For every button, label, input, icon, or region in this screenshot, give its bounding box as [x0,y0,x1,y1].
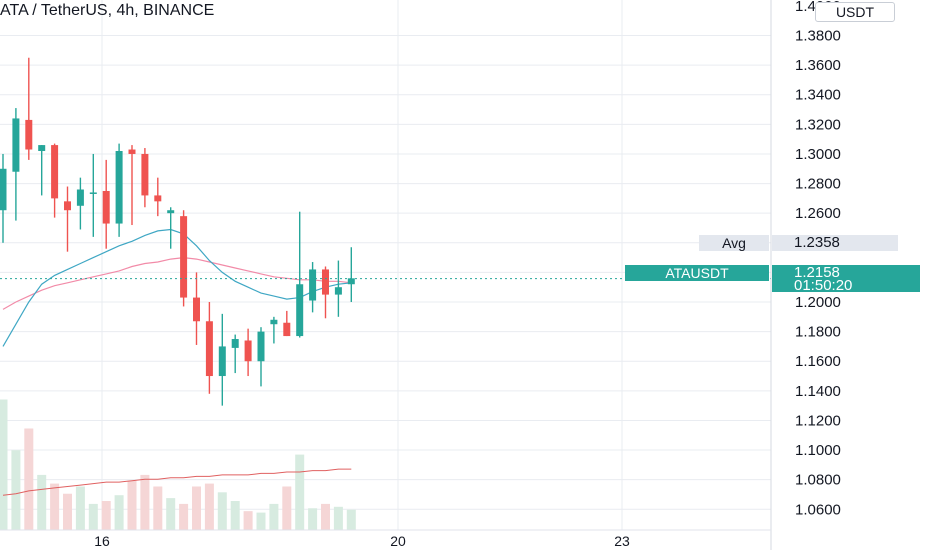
candle-body [89,192,97,194]
candle-body [283,322,291,337]
candle-body [231,339,239,348]
time-axis[interactable]: 16 20 23 [0,529,771,549]
price-tick-label: 1.0800 [795,472,841,489]
candle-body [76,189,84,206]
candle-body [64,201,71,211]
candle-body [51,145,59,199]
price-tick-label: 1.2000 [795,294,841,311]
price-tick-label: 1.2800 [795,176,841,193]
candle-body [322,269,329,295]
volume-bar [243,511,253,530]
candle-body [115,151,123,224]
candle-body [154,195,162,202]
candle-body [296,284,304,337]
candle-body [102,190,110,224]
candle-body [257,331,265,362]
price-tick-label: 1.1400 [795,383,841,400]
candle-body [180,216,188,298]
candle-body [218,346,226,377]
price-axis[interactable]: 1.0600 1.0800 1.1000 1.1200 1.1400 1.1600 1.18… [795,0,841,518]
time-tick-label: 20 [390,533,406,549]
candle-body [270,319,278,325]
volume-bar [321,503,330,530]
time-tick-label: 16 [94,533,110,549]
volume-bar [204,483,214,530]
price-tick-label: 1.3200 [795,116,841,133]
ma-slow-line [2,256,352,310]
price-tick-label: 1.3600 [795,57,841,74]
volume-ma-line [2,468,352,496]
candle-body [347,278,355,285]
candle-body [38,145,46,152]
volume-bar [269,503,279,530]
volume-bar [153,486,163,530]
avg-label: Avg [699,235,769,251]
volume-bar [256,512,266,530]
volume-bar [88,503,98,530]
volume-bar [114,495,124,530]
ma-fast-line [2,228,352,347]
volume-bars [0,399,356,530]
time-tick-label: 23 [614,533,630,549]
candle-body [25,119,33,150]
price-tick-label: 1.3800 [795,28,841,45]
candle-body [244,340,252,362]
volume-bar [179,503,189,530]
candle-body [309,269,317,301]
candle-body [205,321,213,377]
volume-bar [295,454,305,530]
volume-bar [101,501,111,530]
price-tick-label: 1.1800 [795,324,841,341]
last-price-symbol: ATAUSDT [625,265,769,281]
candle-body [0,168,7,211]
volume-bar [63,493,72,530]
chart-grid [0,0,771,530]
volume-bar [333,506,343,530]
volume-bar [11,450,21,530]
volume-bar [140,474,150,530]
volume-bar [127,480,137,530]
last-price-badge: 1.2158 01:50:20 [772,264,920,294]
volume-bar [217,492,227,530]
candlesticks [0,57,355,406]
volume-bar [75,486,85,530]
volume-bar [346,509,356,530]
price-tick-label: 1.0600 [795,501,841,518]
candle-body [12,118,20,172]
price-tick-label: 1.2600 [795,205,841,222]
volume-bar [166,498,176,530]
volume-bar [37,474,47,530]
volume-bar [24,428,34,530]
avg-value: 1.2358 [772,235,898,251]
chart-title: ATA / TetherUS, 4h, BINANCE [0,2,215,19]
price-tick-label: 1.3000 [795,146,841,163]
candle-body [128,149,136,154]
candle-body [334,287,342,295]
volume-bar [230,501,240,530]
volume-bar [192,486,201,530]
price-tick-label: 1.1200 [795,412,841,429]
price-tick-label: 1.1600 [795,353,841,370]
volume-bar [50,483,60,530]
candle-body [193,297,200,322]
candle-body [167,210,175,214]
last-price-value: 1.2158 [794,264,840,281]
volume-bar [282,486,292,530]
volume-bar [308,508,318,530]
currency-button[interactable]: USDT [815,2,895,22]
price-tick-label: 1.1000 [795,442,841,459]
volume-bar [0,399,8,530]
countdown-timer: 01:50:20 [794,277,853,294]
candle-body [141,153,149,196]
price-tick-label: 1.3400 [795,87,841,104]
